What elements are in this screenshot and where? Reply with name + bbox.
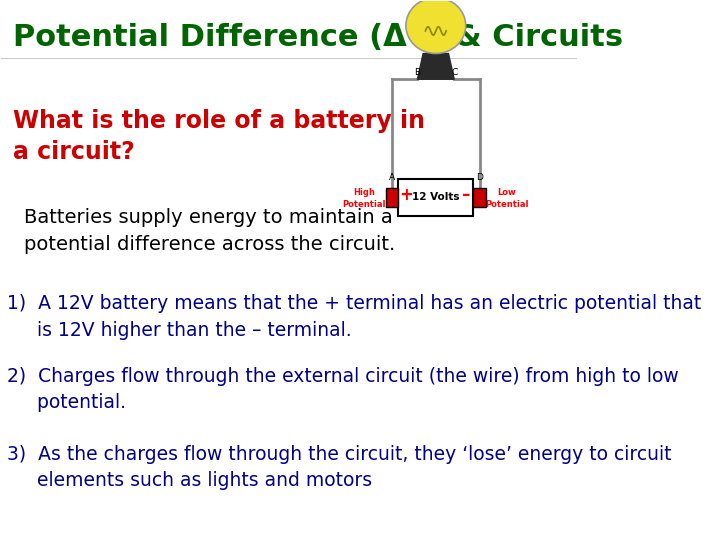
Text: Low
Potential: Low Potential <box>485 188 528 208</box>
Text: Batteries supply energy to maintain a
potential difference across the circuit.: Batteries supply energy to maintain a po… <box>24 208 396 254</box>
Text: 2)  Charges flow through the external circuit (the wire) from high to low
     p: 2) Charges flow through the external cir… <box>7 367 679 412</box>
Text: 1)  A 12V battery means that the + terminal has an electric potential that
     : 1) A 12V battery means that the + termin… <box>7 294 701 340</box>
Text: –: – <box>462 186 470 204</box>
Text: +: + <box>400 186 413 204</box>
FancyBboxPatch shape <box>386 188 398 207</box>
Polygon shape <box>418 53 454 79</box>
Text: A: A <box>389 173 395 183</box>
Text: D: D <box>476 173 483 183</box>
Circle shape <box>406 0 466 53</box>
Text: 3)  As the charges flow through the circuit, they ‘lose’ energy to circuit
     : 3) As the charges flow through the circu… <box>7 444 672 490</box>
Text: C: C <box>451 68 457 77</box>
Text: High
Potential: High Potential <box>342 188 386 208</box>
FancyBboxPatch shape <box>398 179 473 216</box>
Text: Potential Difference (ΔV) & Circuits: Potential Difference (ΔV) & Circuits <box>13 23 623 52</box>
Text: 12 Volts: 12 Volts <box>412 192 459 202</box>
Text: What is the role of a battery in
a circuit?: What is the role of a battery in a circu… <box>13 109 425 165</box>
FancyBboxPatch shape <box>473 188 486 207</box>
Text: B: B <box>414 68 420 77</box>
